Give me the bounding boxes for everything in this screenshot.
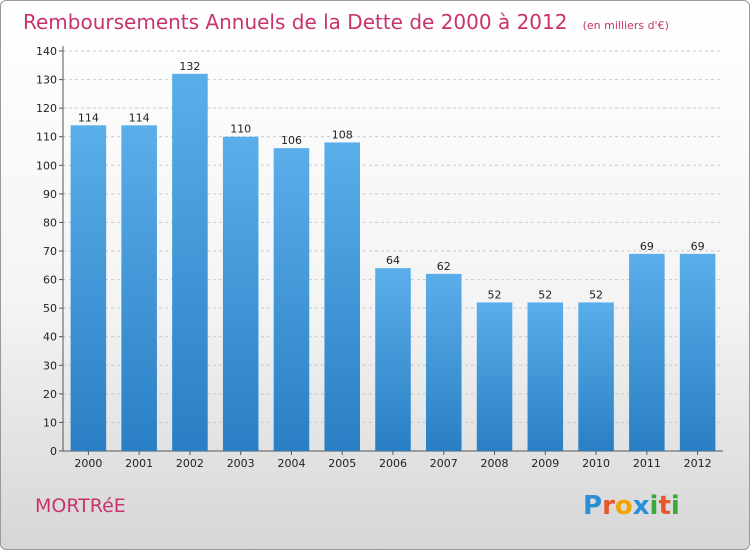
y-tick-label: 140 — [36, 45, 57, 58]
bar — [426, 273, 462, 451]
x-tick-label: 2009 — [531, 457, 559, 470]
y-tick-label: 30 — [43, 359, 57, 372]
x-tick-label: 2003 — [227, 457, 255, 470]
bar — [324, 142, 360, 451]
y-tick-label: 120 — [36, 102, 57, 115]
bar-value-label: 106 — [281, 134, 302, 147]
y-tick-label: 0 — [50, 445, 57, 458]
bar-value-label: 52 — [488, 288, 502, 301]
y-tick-label: 130 — [36, 74, 57, 87]
chart-subtitle: (en milliers d'€) — [583, 19, 669, 32]
logo-letter: x — [632, 491, 650, 521]
bar-value-label: 52 — [538, 288, 552, 301]
y-tick-label: 90 — [43, 188, 57, 201]
y-tick-label: 40 — [43, 331, 57, 344]
x-tick-label: 2000 — [74, 457, 102, 470]
y-tick-label: 80 — [43, 216, 57, 229]
x-tick-label: 2005 — [328, 457, 356, 470]
bar — [273, 148, 310, 451]
bar-value-label: 110 — [230, 123, 251, 136]
y-tick-label: 50 — [43, 302, 57, 315]
bar-value-label: 52 — [589, 288, 603, 301]
y-tick-label: 60 — [43, 274, 57, 287]
bar — [222, 136, 259, 451]
bar-value-label: 132 — [179, 60, 200, 73]
bar — [476, 302, 513, 451]
logo-letter: i — [670, 491, 680, 521]
bar — [679, 253, 716, 451]
y-tick-label: 10 — [43, 416, 57, 429]
x-tick-label: 2002 — [176, 457, 204, 470]
bar — [578, 302, 614, 451]
logo-letter: t — [658, 491, 671, 521]
x-tick-label: 2004 — [277, 457, 305, 470]
bar-value-label: 69 — [640, 240, 654, 253]
logo-letter: r — [602, 491, 615, 521]
x-tick-label: 2010 — [582, 457, 610, 470]
chart-title: Remboursements Annuels de la Dette de 20… — [23, 10, 669, 34]
bar — [629, 253, 665, 451]
proxiti-logo: Proxiti — [583, 491, 680, 521]
logo-letter: P — [583, 491, 603, 521]
bar — [70, 125, 107, 452]
logo-letter: i — [649, 491, 659, 521]
bar — [375, 268, 411, 451]
x-tick-label: 2001 — [125, 457, 153, 470]
y-tick-label: 70 — [43, 245, 57, 258]
y-tick-label: 110 — [36, 131, 57, 144]
bar-value-label: 64 — [386, 254, 400, 267]
y-tick-label: 100 — [36, 159, 57, 172]
bar-value-label: 114 — [129, 111, 150, 124]
x-tick-label: 2011 — [633, 457, 661, 470]
bar — [172, 73, 208, 451]
bar — [527, 302, 564, 451]
x-tick-label: 2006 — [379, 457, 407, 470]
commune-name: MORTRéE — [35, 495, 126, 517]
x-tick-label: 2012 — [684, 457, 712, 470]
bar-value-label: 114 — [78, 111, 99, 124]
bar-value-label: 62 — [437, 260, 451, 273]
bars: 114 114 132 110 106 108 64 62 52 52 52 69 69 — [70, 60, 716, 452]
y-tick-label: 20 — [43, 388, 57, 401]
x-tick-label: 2008 — [481, 457, 509, 470]
bar — [121, 125, 157, 452]
x-tick-label: 2007 — [430, 457, 458, 470]
logo-letter: o — [614, 491, 633, 521]
bar-value-label: 108 — [332, 128, 353, 141]
bar-value-label: 69 — [691, 240, 705, 253]
